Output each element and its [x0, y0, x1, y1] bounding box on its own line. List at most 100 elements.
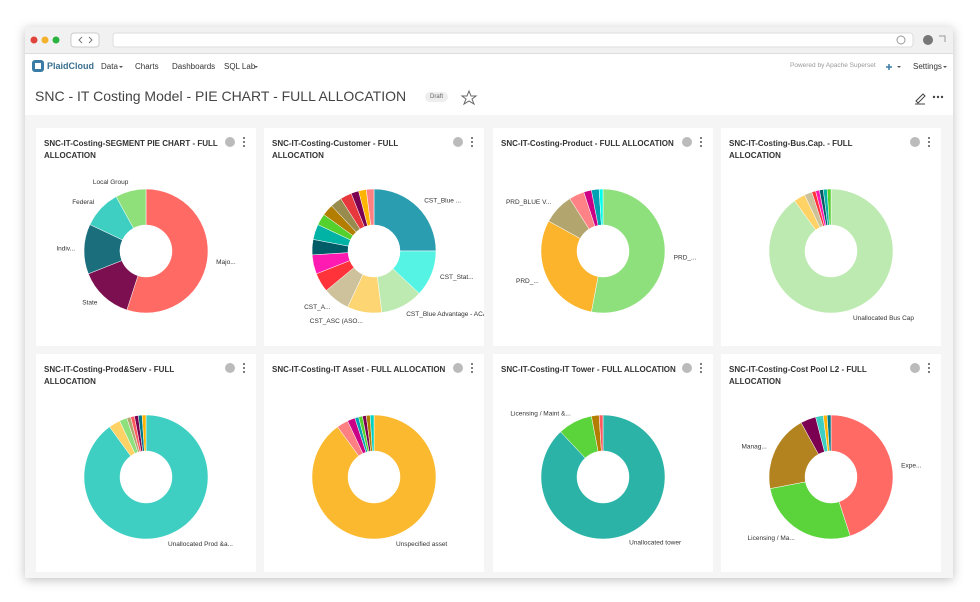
slice-label: CST_Stat... — [440, 274, 474, 281]
dashboard-header: SNC - IT Costing Model - PIE CHART - FUL… — [25, 79, 953, 115]
chart-card: SNC-IT-Costing-Customer - FULL ALLOCATIO… — [264, 128, 484, 346]
menu-dot — [928, 363, 930, 365]
slice-label: Expe... — [901, 463, 921, 470]
browser-chrome — [25, 27, 953, 54]
chart: CST_Blue ... CST_Stat... CST_Blue Advantag… — [304, 137, 484, 325]
filter-icon[interactable] — [910, 363, 920, 373]
more-icon[interactable] — [932, 95, 936, 99]
chart-card: SNC-IT-Costing-Product - FULL ALLOCATION… — [493, 128, 713, 346]
dashboard-grid: SNC-IT-Costing-SEGMENT PIE CHART - FULL … — [25, 115, 953, 578]
chart: Unallocated Prod &a... — [83, 363, 245, 548]
pie-slice — [768, 188, 894, 314]
nav-arrows[interactable] — [70, 32, 100, 48]
plus-icon[interactable] — [886, 64, 892, 70]
slice-label: PRD_... — [674, 254, 697, 261]
pie-slice — [115, 188, 147, 229]
pie-slice — [769, 481, 851, 540]
chart-title: SNC-IT-Costing-SEGMENT PIE CHART - FULL … — [44, 139, 218, 160]
slice-label: Unallocated Bus Cap — [853, 315, 914, 322]
header-icons — [460, 89, 944, 106]
filter-icon[interactable] — [682, 137, 692, 147]
slice-label: Federal — [72, 199, 95, 206]
pie-slice — [311, 414, 437, 540]
pie-slice — [83, 414, 209, 540]
chart-card: SNC-IT-Costing-Bus.Cap. - FULL ALLOCATIO… — [721, 128, 941, 346]
chart-card: SNC-IT-Costing-IT Asset - FULL ALLOCATIO… — [264, 354, 484, 572]
nav-item[interactable]: Dashboards — [172, 62, 216, 71]
slice-label: Manag... — [741, 443, 766, 450]
chart-card: SNC-IT-Costing-IT Tower - FULL ALLOCATIO… — [493, 354, 713, 572]
filter-icon[interactable] — [682, 363, 692, 373]
slice-label: PRD_... — [516, 278, 539, 285]
pie-slice — [369, 414, 375, 452]
pie-slice — [830, 414, 894, 537]
browser-controls — [30, 32, 946, 48]
pie-slice — [540, 414, 666, 540]
download-icon[interactable] — [923, 35, 933, 45]
slice-label: CST_Blue Advantage - ACA — [406, 311, 484, 318]
chart: Expe... Licensing / Ma... Manag... — [741, 363, 930, 542]
menu-dot — [928, 371, 930, 373]
slice-label: Licensing / Maint &... — [510, 410, 571, 417]
menu-dot — [700, 367, 702, 369]
menu-dot — [243, 141, 245, 143]
star-icon[interactable] — [460, 89, 478, 106]
filter-icon[interactable] — [453, 137, 463, 147]
brand[interactable]: PlaidCloud — [47, 61, 94, 71]
chart: PRD_... PRD_... PRD_BLUE V... — [506, 137, 702, 314]
pie-slice — [826, 188, 832, 226]
chart: Unallocated tower Licensing / Maint &... — [510, 363, 702, 547]
nav-icons — [119, 64, 947, 70]
edit-icon[interactable] — [915, 93, 926, 105]
maximize-button[interactable] — [52, 36, 60, 44]
chart-title: SNC-IT-Costing-Prod&Serv - FULL ALLOCATI… — [44, 365, 175, 386]
menu-dot — [243, 145, 245, 147]
address-bar[interactable] — [112, 32, 914, 48]
reload-icon[interactable] — [896, 35, 906, 45]
chart-title: SNC-IT-Costing-Bus.Cap. - FULL ALLOCATIO… — [729, 139, 853, 160]
filter-icon[interactable] — [910, 137, 920, 147]
minimize-button[interactable] — [41, 36, 49, 44]
slice-label: Majo... — [216, 259, 236, 266]
filter-icon[interactable] — [225, 363, 235, 373]
pie-slice — [598, 414, 604, 452]
pie-slice — [126, 188, 209, 314]
nav-item[interactable]: Charts — [135, 62, 159, 71]
nav-item[interactable]: Data — [101, 62, 118, 71]
slice-label: State — [82, 299, 98, 306]
menu-dot — [243, 137, 245, 139]
chart-card: SNC-IT-Costing-Prod&Serv - FULL ALLOCATI… — [36, 354, 256, 572]
menu-dot — [700, 371, 702, 373]
chart-card: SNC-IT-Costing-Cost Pool L2 - FULL ALLOC… — [721, 354, 941, 572]
logo-icon — [32, 60, 44, 72]
status-badge: Draft — [425, 92, 449, 102]
pie-slice — [141, 414, 147, 452]
menu-dot — [243, 363, 245, 365]
chart-title: SNC-IT-Costing-IT Asset - FULL ALLOCATIO… — [272, 365, 446, 374]
slice-label: Licensing / Ma... — [748, 535, 796, 542]
slice-label: Unallocated Prod &a... — [168, 541, 233, 548]
filter-icon[interactable] — [453, 363, 463, 373]
slice-label: Unspecified asset — [396, 541, 447, 548]
settings-menu[interactable]: Settings — [913, 62, 942, 71]
chart-title: SNC-IT-Costing-Product - FULL ALLOCATION — [501, 139, 674, 148]
menu-dot — [471, 363, 473, 365]
chart-title: SNC-IT-Costing-Cost Pool L2 - FULL ALLOC… — [729, 365, 867, 386]
close-button[interactable] — [30, 36, 38, 44]
navbar: PlaidCloud Data Charts Dashboards SQL La… — [25, 54, 953, 80]
nav-item[interactable]: SQL Lab — [224, 62, 256, 71]
slice-label: CST_ASC (ASO... — [310, 318, 363, 325]
pie-slice — [598, 188, 604, 226]
menu-dot — [928, 137, 930, 139]
chart-card: SNC-IT-Costing-SEGMENT PIE CHART - FULL … — [36, 128, 256, 346]
slice-label: Indiv... — [56, 245, 75, 252]
expand-icon[interactable] — [939, 35, 946, 42]
filter-icon[interactable] — [225, 137, 235, 147]
slice-label: Unallocated tower — [629, 540, 682, 547]
menu-dot — [928, 145, 930, 147]
menu-dot — [700, 141, 702, 143]
slice-label: PRD_BLUE V... — [506, 199, 551, 206]
browser-window: PlaidCloud Data Charts Dashboards SQL La… — [25, 27, 953, 578]
menu-dot — [243, 367, 245, 369]
chart-title: SNC-IT-Costing-IT Tower - FULL ALLOCATIO… — [501, 365, 676, 374]
